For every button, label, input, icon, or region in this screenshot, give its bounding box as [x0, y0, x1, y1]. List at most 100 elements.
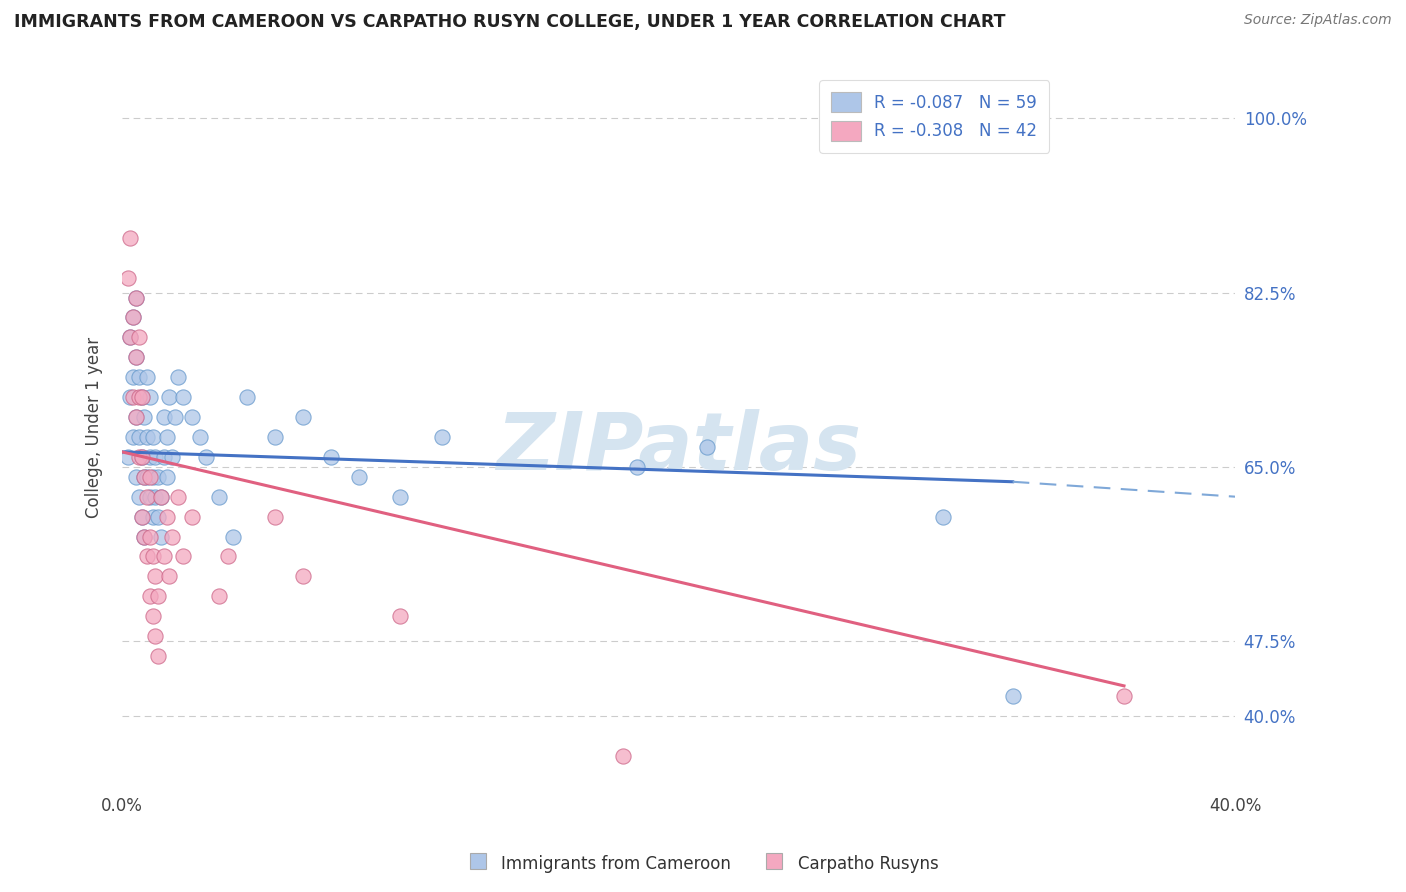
Point: [222, 529, 245, 543]
Point: [120, 330, 142, 344]
Point: [136, 490, 159, 504]
Point: [148, 648, 170, 663]
Point: [150, 529, 173, 543]
Point: [291, 410, 314, 425]
Point: [139, 490, 162, 504]
Point: [236, 390, 259, 404]
Point: [188, 430, 211, 444]
Point: [131, 509, 153, 524]
Point: [120, 390, 142, 404]
Point: [134, 469, 156, 483]
Text: Source: ZipAtlas.com: Source: ZipAtlas.com: [1244, 13, 1392, 28]
Point: [389, 609, 412, 624]
Point: [148, 589, 170, 603]
Point: [389, 490, 412, 504]
Point: [264, 430, 287, 444]
Point: [139, 589, 162, 603]
Point: [145, 450, 167, 464]
Point: [122, 310, 145, 325]
Point: [152, 410, 174, 425]
Point: [134, 529, 156, 543]
Point: [217, 549, 239, 564]
Point: [128, 430, 150, 444]
Text: IMMIGRANTS FROM CAMEROON VS CARPATHO RUSYN COLLEGE, UNDER 1 YEAR CORRELATION CHA: IMMIGRANTS FROM CAMEROON VS CARPATHO RUS…: [14, 13, 1005, 31]
Point: [134, 469, 156, 483]
Point: [145, 569, 167, 583]
Point: [142, 609, 165, 624]
Point: [194, 450, 217, 464]
Point: [125, 469, 148, 483]
Point: [128, 490, 150, 504]
Point: [134, 529, 156, 543]
Point: [160, 450, 183, 464]
Point: [172, 390, 194, 404]
Point: [122, 310, 145, 325]
Legend: Immigrants from Cameroon, Carpatho Rusyns: Immigrants from Cameroon, Carpatho Rusyn…: [461, 847, 945, 880]
Point: [291, 569, 314, 583]
Point: [695, 440, 717, 454]
Point: [134, 410, 156, 425]
Point: [172, 549, 194, 564]
Point: [128, 370, 150, 384]
Point: [347, 469, 370, 483]
Point: [155, 509, 177, 524]
Point: [136, 469, 159, 483]
Point: [122, 390, 145, 404]
Point: [180, 410, 202, 425]
Point: [145, 629, 167, 643]
Point: [136, 549, 159, 564]
Point: [932, 509, 955, 524]
Point: [626, 459, 648, 474]
Point: [131, 390, 153, 404]
Point: [152, 549, 174, 564]
Point: [319, 450, 342, 464]
Point: [136, 370, 159, 384]
Point: [128, 330, 150, 344]
Point: [142, 430, 165, 444]
Point: [125, 291, 148, 305]
Point: [155, 430, 177, 444]
Point: [125, 410, 148, 425]
Point: [157, 390, 180, 404]
Point: [150, 490, 173, 504]
Point: [131, 509, 153, 524]
Point: [152, 450, 174, 464]
Point: [120, 231, 142, 245]
Point: [1112, 689, 1135, 703]
Point: [139, 469, 162, 483]
Point: [117, 450, 139, 464]
Point: [612, 748, 634, 763]
Point: [430, 430, 453, 444]
Point: [125, 351, 148, 365]
Point: [208, 490, 231, 504]
Point: [125, 351, 148, 365]
Text: ZIPatlas: ZIPatlas: [496, 409, 862, 488]
Y-axis label: College, Under 1 year: College, Under 1 year: [86, 336, 103, 517]
Point: [142, 509, 165, 524]
Point: [264, 509, 287, 524]
Point: [139, 529, 162, 543]
Point: [139, 390, 162, 404]
Point: [122, 430, 145, 444]
Point: [157, 569, 180, 583]
Point: [163, 410, 186, 425]
Legend: R = -0.087   N = 59, R = -0.308   N = 42: R = -0.087 N = 59, R = -0.308 N = 42: [820, 80, 1049, 153]
Point: [139, 450, 162, 464]
Point: [142, 549, 165, 564]
Point: [131, 450, 153, 464]
Point: [125, 291, 148, 305]
Point: [131, 450, 153, 464]
Point: [1001, 689, 1024, 703]
Point: [160, 529, 183, 543]
Point: [131, 390, 153, 404]
Point: [142, 469, 165, 483]
Point: [117, 270, 139, 285]
Point: [180, 509, 202, 524]
Point: [148, 509, 170, 524]
Point: [208, 589, 231, 603]
Point: [145, 490, 167, 504]
Point: [120, 330, 142, 344]
Point: [128, 450, 150, 464]
Point: [122, 370, 145, 384]
Point: [166, 490, 188, 504]
